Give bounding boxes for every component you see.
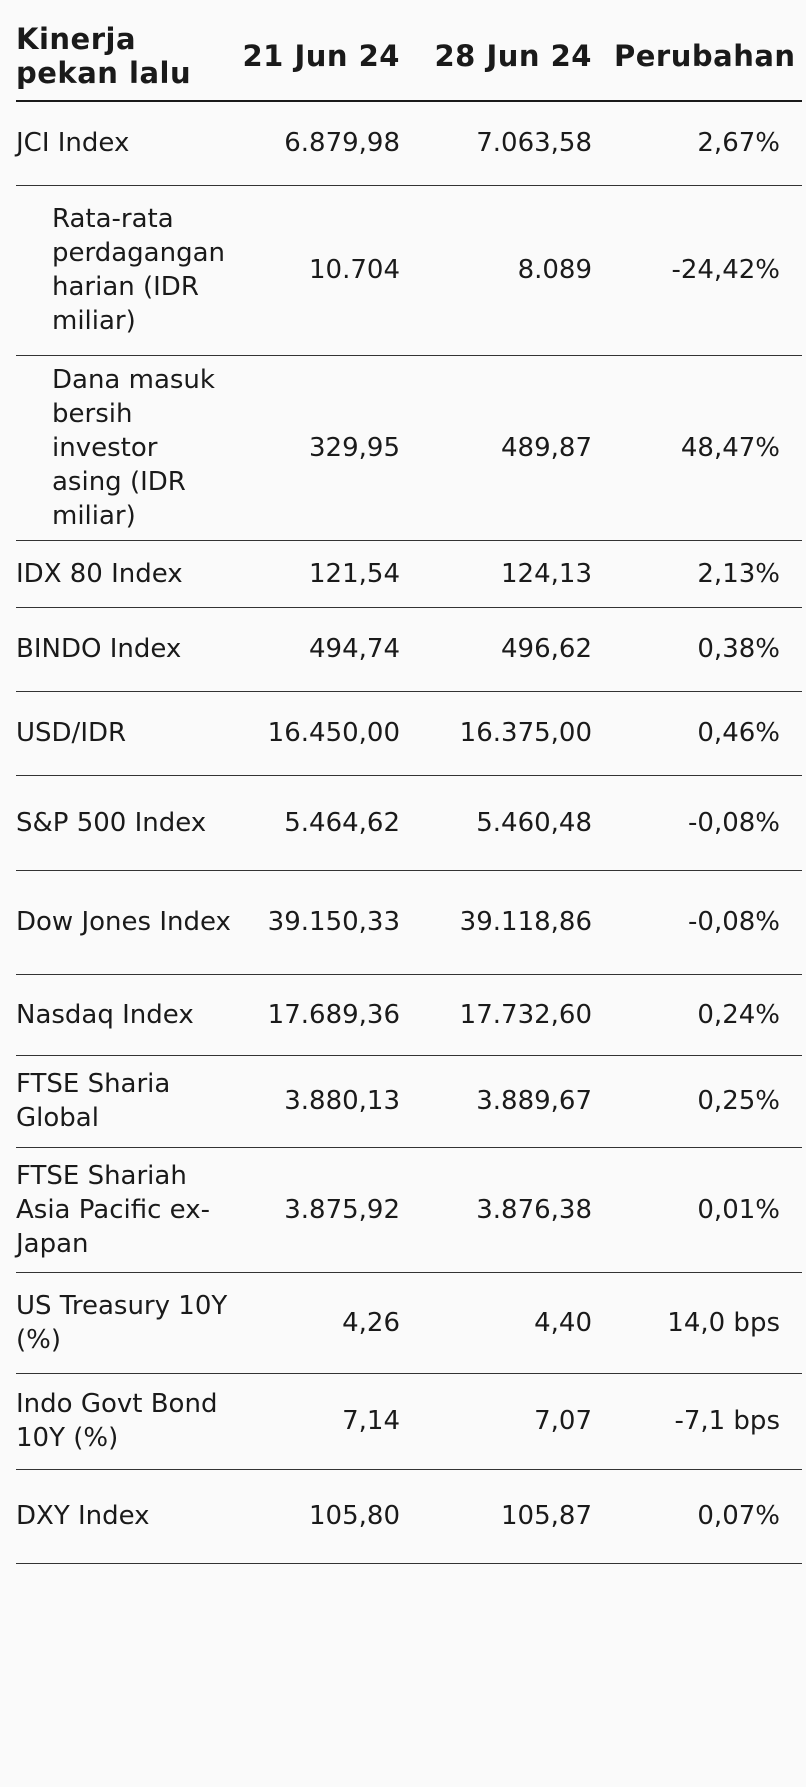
table-row: US Treasury 10Y (%) 4,26 4,40 14,0 bps <box>16 1272 802 1374</box>
value-28-jun: 17.732,60 <box>422 974 614 1056</box>
value-change: 0,07% <box>614 1469 802 1564</box>
table-row: Dana masuk bersih investor asing (IDR mi… <box>16 355 802 541</box>
row-label: BINDO Index <box>16 607 238 692</box>
row-label: Nasdaq Index <box>16 974 238 1056</box>
value-21-jun: 16.450,00 <box>238 691 422 776</box>
value-28-jun: 4,40 <box>422 1272 614 1374</box>
value-change: 2,67% <box>614 101 802 186</box>
value-21-jun: 105,80 <box>238 1469 422 1564</box>
value-28-jun: 489,87 <box>422 355 614 541</box>
row-label: Rata-rata perdagangan harian (IDR miliar… <box>16 185 238 356</box>
value-change: 0,38% <box>614 607 802 692</box>
row-label: FTSE Sharia Global <box>16 1055 238 1148</box>
value-change: 14,0 bps <box>614 1272 802 1374</box>
value-28-jun: 3.876,38 <box>422 1147 614 1273</box>
value-change: 48,47% <box>614 355 802 541</box>
header-date-2: 28 Jun 24 <box>422 16 614 102</box>
value-change: 2,13% <box>614 540 802 608</box>
value-21-jun: 329,95 <box>238 355 422 541</box>
table-row: IDX 80 Index 121,54 124,13 2,13% <box>16 540 802 608</box>
header-date-1: 21 Jun 24 <box>238 16 422 102</box>
header-change: Perubahan <box>614 16 802 102</box>
value-change: -7,1 bps <box>614 1373 802 1470</box>
row-label: DXY Index <box>16 1469 238 1564</box>
value-28-jun: 5.460,48 <box>422 775 614 871</box>
row-label: JCI Index <box>16 101 238 186</box>
row-label: S&P 500 Index <box>16 775 238 871</box>
value-21-jun: 4,26 <box>238 1272 422 1374</box>
table-row: Indo Govt Bond 10Y (%) 7,14 7,07 -7,1 bp… <box>16 1373 802 1470</box>
value-21-jun: 7,14 <box>238 1373 422 1470</box>
value-change: 0,25% <box>614 1055 802 1148</box>
value-21-jun: 17.689,36 <box>238 974 422 1056</box>
value-28-jun: 8.089 <box>422 185 614 356</box>
value-21-jun: 5.464,62 <box>238 775 422 871</box>
table-row: Dow Jones Index 39.150,33 39.118,86 -0,0… <box>16 870 802 975</box>
value-21-jun: 10.704 <box>238 185 422 356</box>
value-28-jun: 496,62 <box>422 607 614 692</box>
value-change: 0,46% <box>614 691 802 776</box>
value-change: 0,24% <box>614 974 802 1056</box>
table-row: USD/IDR 16.450,00 16.375,00 0,46% <box>16 691 802 776</box>
value-change: -0,08% <box>614 775 802 871</box>
row-label: Dana masuk bersih investor asing (IDR mi… <box>16 355 238 541</box>
value-21-jun: 3.875,92 <box>238 1147 422 1273</box>
row-label: FTSE Shariah Asia Pacific ex-Japan <box>16 1147 238 1273</box>
table-row: FTSE Sharia Global 3.880,13 3.889,67 0,2… <box>16 1055 802 1148</box>
table-row: S&P 500 Index 5.464,62 5.460,48 -0,08% <box>16 775 802 871</box>
value-28-jun: 105,87 <box>422 1469 614 1564</box>
row-label: IDX 80 Index <box>16 540 238 608</box>
table-header: Kinerja pekan lalu 21 Jun 24 28 Jun 24 P… <box>16 16 802 102</box>
value-28-jun: 7.063,58 <box>422 101 614 186</box>
table-body: JCI Index 6.879,98 7.063,58 2,67% Rata-r… <box>16 101 802 1564</box>
value-21-jun: 39.150,33 <box>238 870 422 975</box>
row-label: US Treasury 10Y (%) <box>16 1272 238 1374</box>
table-row: JCI Index 6.879,98 7.063,58 2,67% <box>16 101 802 186</box>
value-21-jun: 494,74 <box>238 607 422 692</box>
value-28-jun: 39.118,86 <box>422 870 614 975</box>
table-row: Nasdaq Index 17.689,36 17.732,60 0,24% <box>16 974 802 1056</box>
header-row: Kinerja pekan lalu 21 Jun 24 28 Jun 24 P… <box>16 16 802 102</box>
value-change: -24,42% <box>614 185 802 356</box>
value-28-jun: 3.889,67 <box>422 1055 614 1148</box>
row-label: Dow Jones Index <box>16 870 238 975</box>
value-21-jun: 6.879,98 <box>238 101 422 186</box>
row-label: USD/IDR <box>16 691 238 776</box>
row-label: Indo Govt Bond 10Y (%) <box>16 1373 238 1470</box>
table-row: DXY Index 105,80 105,87 0,07% <box>16 1469 802 1564</box>
value-21-jun: 121,54 <box>238 540 422 608</box>
table-row: BINDO Index 494,74 496,62 0,38% <box>16 607 802 692</box>
value-change: -0,08% <box>614 870 802 975</box>
value-28-jun: 16.375,00 <box>422 691 614 776</box>
table-row: Rata-rata perdagangan harian (IDR miliar… <box>16 185 802 356</box>
value-21-jun: 3.880,13 <box>238 1055 422 1148</box>
value-change: 0,01% <box>614 1147 802 1273</box>
table-row: FTSE Shariah Asia Pacific ex-Japan 3.875… <box>16 1147 802 1273</box>
header-label-column: Kinerja pekan lalu <box>16 16 238 102</box>
value-28-jun: 7,07 <box>422 1373 614 1470</box>
value-28-jun: 124,13 <box>422 540 614 608</box>
weekly-performance-table: Kinerja pekan lalu 21 Jun 24 28 Jun 24 P… <box>16 16 802 1564</box>
